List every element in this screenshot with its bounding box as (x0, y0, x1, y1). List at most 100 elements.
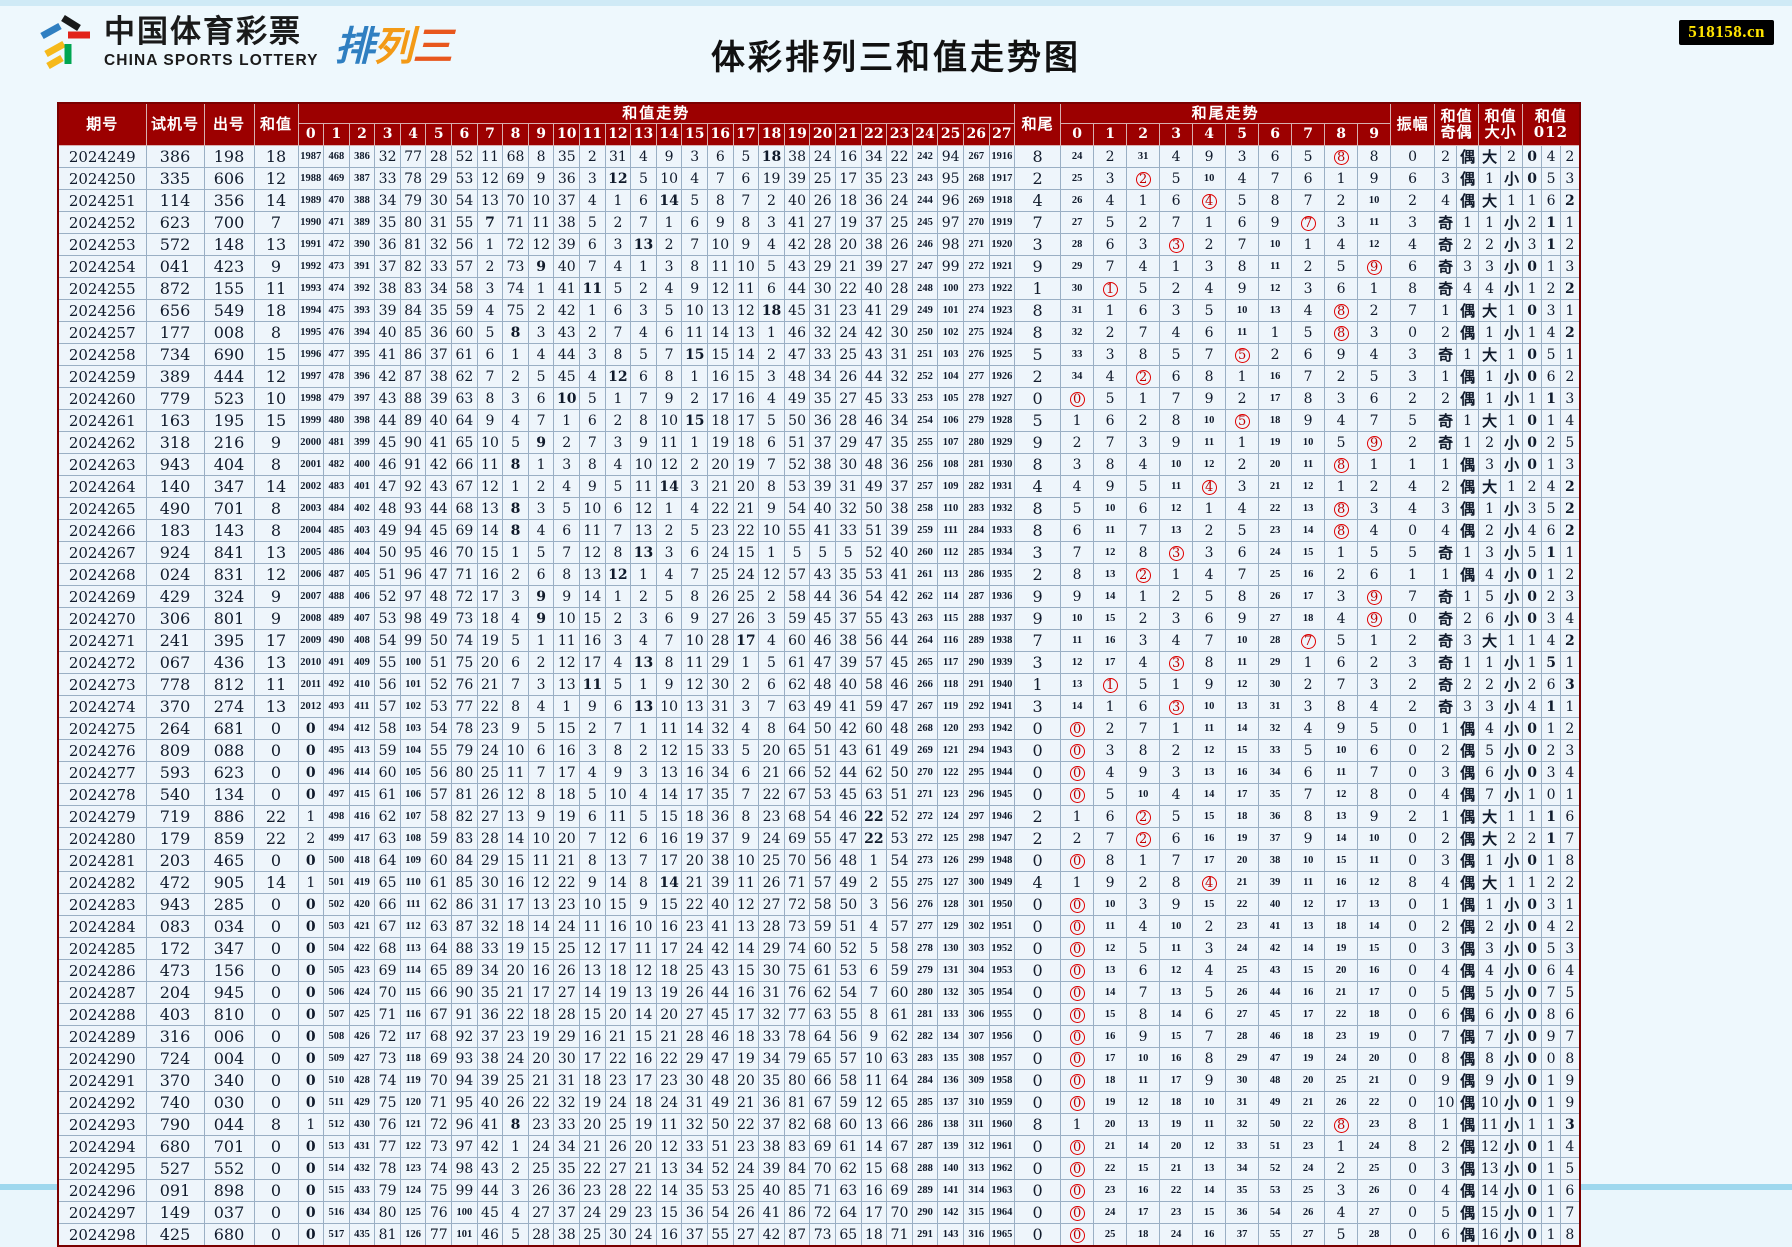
table-row[interactable]: 2024277 593 623 0 0 496 414 60 105 56 80 25 11 7 17 4 9 3… (57, 761, 1581, 784)
table-row[interactable]: 2024283 943 285 0 0 502 420 66 111 62 86 31 17 13 23 10… (57, 893, 1581, 916)
table-row[interactable]: 2024275 264 681 0 0 494 412 58 103 54 78 23 9 5 15 2 7 1 1… (57, 717, 1581, 740)
table-row[interactable]: 2024264 140 347 14 2002 483 401 47 92 43 67 12 1 2 4 9 5… (57, 475, 1581, 498)
table-row[interactable]: 2024296 091 898 0 0 515 433 79 124 75 99 44 3 26 36 23 2… (57, 1179, 1581, 1202)
table-row[interactable]: 2024257 177 008 8 1995 476 394 40 85 36 60 5 8 3 43 2 7 4… (57, 321, 1581, 344)
table-row[interactable]: 2024260 779 523 10 1998 479 397 43 88 39 63 8 3 6 10 5 1… (57, 387, 1581, 410)
table-row[interactable]: 2024280 179 859 22 2 499 417 63 108 59 83 28 14 10 20 7… (57, 827, 1581, 850)
cell-tail-trend-9: 25 (1357, 1157, 1392, 1180)
cell-sum-trend-24: 287 (911, 1135, 939, 1158)
cell-sum-trend-22: 38 (860, 233, 888, 256)
table-row[interactable]: 2024265 490 701 8 2003 484 402 48 93 44 68 13 8 3 5 10 6… (57, 497, 1581, 520)
table-row[interactable]: 2024291 370 340 0 0 510 428 74 119 70 94 39 25 21 31 18… (57, 1069, 1581, 1092)
table-row[interactable]: 2024294 680 701 0 0 513 431 77 122 73 97 42 1 24 34 21 2… (57, 1135, 1581, 1158)
table-row[interactable]: 2024271 241 395 17 2009 490 408 54 99 50 74 19 5 1 11 1… (57, 629, 1581, 652)
cell-sum-trend-21: 52 (834, 937, 862, 960)
cell-sum-trend-16: 52 (707, 1157, 734, 1180)
table-row[interactable]: 2024272 067 436 13 2010 491 409 55 100 51 75 20 6 2 12… (57, 651, 1581, 674)
table-row[interactable]: 2024263 943 404 8 2001 482 400 46 91 42 66 11 8 1 3 8 4 1… (57, 453, 1581, 476)
cell-test-number: 943 (145, 453, 205, 476)
cell-tail-trend-6: 55 (1258, 1223, 1293, 1247)
cell-tail-trend-8: 8 (1324, 519, 1359, 542)
table-row[interactable]: 2024262 318 216 9 2000 481 399 45 90 41 65 10 5 9 2 7 3 9… (57, 431, 1581, 454)
table-row[interactable]: 2024278 540 134 0 0 497 415 61 106 57 81 26 12 8 18 5 10… (57, 783, 1581, 806)
cell-draw-number: 274 (203, 695, 255, 718)
cell-zero12-1: 7 (1541, 981, 1562, 1004)
table-row[interactable]: 2024267 924 841 13 2005 486 404 50 95 46 70 15 1 5 7 12… (57, 541, 1581, 564)
table-row[interactable]: 2024251 114 356 14 1989 470 388 34 79 30 54 13 70 10 3… (57, 189, 1581, 212)
cell-sum-trend-15: 25 (681, 959, 708, 982)
cell-tail-trend-5: 9 (1225, 277, 1260, 300)
cell-tail-trend-0: 0 (1060, 937, 1095, 960)
cell-zero12-1: 3 (1541, 607, 1562, 630)
table-row[interactable]: 2024269 429 324 9 2007 488 406 52 97 48 72 17 3 9 9 14 1… (57, 585, 1581, 608)
cell-sum-value: 0 (253, 937, 299, 960)
cell-tail-trend-9: 11 (1357, 211, 1392, 234)
table-row[interactable]: 2024292 740 030 0 0 511 429 75 120 71 95 40 26 22 32 19… (57, 1091, 1581, 1114)
table-row[interactable]: 2024266 183 143 8 2004 485 403 49 94 45 69 14 8 4 6 11 7… (57, 519, 1581, 542)
cell-sum-trend-1: 481 (323, 431, 350, 454)
table-row[interactable]: 2024250 335 606 12 1988 469 387 33 78 29 53 12 69 9 36… (57, 167, 1581, 190)
table-row[interactable]: 2024276 809 088 0 0 495 413 59 104 55 79 24 10 6 16 3 8 2… (57, 739, 1581, 762)
cell-big-small-flag: 小 (1500, 563, 1524, 586)
cell-tail-trend-8: 8 (1324, 321, 1359, 344)
table-row[interactable]: 2024287 204 945 0 0 506 424 70 115 66 90 35 21 17 27 14… (57, 981, 1581, 1004)
table-row[interactable]: 2024254 041 423 9 1992 473 391 37 82 33 57 2 73 9 40 7 4… (57, 255, 1581, 278)
table-row[interactable]: 2024290 724 004 0 0 509 427 73 118 69 93 38 24 20 30 17… (57, 1047, 1581, 1070)
cell-sum-trend-18: 10 (758, 519, 785, 542)
table-row[interactable]: 2024249 386 198 18 1987 468 386 32 77 28 52 11 68 8 35… (57, 145, 1581, 168)
cell-amplitude: 4 (1390, 233, 1436, 256)
cell-issue: 2024292 (57, 1091, 147, 1114)
table-row[interactable]: 2024273 778 812 11 2011 492 410 56 101 52 76 21 7 3 13… (57, 673, 1581, 696)
table-row[interactable]: 2024274 370 274 13 2012 493 411 57 102 53 77 22 8 4 1 9… (57, 695, 1581, 718)
cell-big-small-flag: 小 (1500, 255, 1524, 278)
table-row[interactable]: 2024253 572 148 13 1991 472 390 36 81 32 56 1 72 12 39… (57, 233, 1581, 256)
table-row[interactable]: 2024286 473 156 0 0 505 423 69 114 65 89 34 20 16 26 13… (57, 959, 1581, 982)
table-row[interactable]: 2024284 083 034 0 0 503 421 67 112 63 87 32 18 14 24 11… (57, 915, 1581, 938)
cell-sum-trend-2: 389 (348, 211, 376, 234)
cell-sum-tail: 1 (1014, 673, 1062, 696)
cell-sum-trend-21: 35 (834, 563, 862, 586)
table-row[interactable]: 2024281 203 465 0 0 500 418 64 109 60 84 29 15 11 21 8 1… (57, 849, 1581, 872)
cell-sum-trend-15: 6 (681, 541, 708, 564)
cell-sum-trend-11: 13 (579, 959, 606, 982)
table-row[interactable]: 2024295 527 552 0 0 514 432 78 123 74 98 43 2 25 35 22 2… (57, 1157, 1581, 1180)
th-sum-trend-10: 10 (553, 123, 581, 146)
cell-sum-trend-8: 26 (502, 1091, 529, 1114)
cell-sum-trend-2: 396 (348, 365, 376, 388)
table-row[interactable]: 2024252 623 700 7 1990 471 389 35 80 31 55 7 71 11 38 5… (57, 211, 1581, 234)
cell-odd-even-flag: 偶 (1456, 915, 1480, 938)
cell-sum-value: 0 (253, 981, 299, 1004)
table-row[interactable]: 2024289 316 006 0 0 508 426 72 117 68 92 37 23 19 29 16… (57, 1025, 1581, 1048)
cell-big-small-count: 6 (1478, 607, 1502, 630)
table-row[interactable]: 2024282 472 905 14 1 501 419 65 110 61 85 30 16 12 22 9… (57, 871, 1581, 894)
th-issue: 期号 (57, 102, 147, 146)
table-row[interactable]: 2024256 656 549 18 1994 475 393 39 84 35 59 4 75 2 42 1… (57, 299, 1581, 322)
table-row[interactable]: 2024288 403 810 0 0 507 425 71 116 67 91 36 22 18 28 15… (57, 1003, 1581, 1026)
cell-sum-trend-5: 75 (425, 1179, 453, 1202)
table-row[interactable]: 2024258 734 690 15 1996 477 395 41 86 37 61 6 1 4 44 3 8… (57, 343, 1581, 366)
cell-amplitude: 2 (1390, 189, 1436, 212)
cell-sum-trend-27: 1959 (988, 1091, 1016, 1114)
cell-odd-even-flag: 奇 (1434, 343, 1458, 366)
table-row[interactable]: 2024298 425 680 0 0 517 435 81 126 77 101 46 5 28 38 25… (57, 1223, 1581, 1247)
cell-sum-trend-11: 7 (579, 827, 606, 850)
cell-big-small-count: 3 (1478, 453, 1502, 476)
table-row[interactable]: 2024261 163 195 15 1999 480 398 44 89 40 64 9 4 7 1 6 2 8… (57, 409, 1581, 432)
table-row[interactable]: 2024285 172 347 0 0 504 422 68 113 64 88 33 19 15 25 12… (57, 937, 1581, 960)
table-row[interactable]: 2024270 306 801 9 2008 489 407 53 98 49 73 18 4 9 10 15… (57, 607, 1581, 630)
cell-sum-trend-12: 1 (604, 387, 632, 410)
table-row[interactable]: 2024268 024 831 12 2006 487 405 51 96 47 71 16 2 6 8 13… (57, 563, 1581, 586)
cell-sum-trend-8: 5 (502, 629, 529, 652)
cell-sum-trend-3: 72 (374, 1025, 401, 1048)
cell-sum-trend-2: 431 (348, 1135, 376, 1158)
table-row[interactable]: 2024293 790 044 8 1 512 430 76 121 72 96 41 8 23 33 20 2… (57, 1113, 1581, 1136)
table-row[interactable]: 2024259 389 444 12 1997 478 396 42 87 38 62 7 2 5 45 4 1… (57, 365, 1581, 388)
cell-sum-value: 8 (253, 497, 299, 520)
cell-sum-trend-12: 4 (604, 255, 632, 278)
cell-sum-trend-11: 16 (579, 629, 606, 652)
table-row[interactable]: 2024255 872 155 11 1993 474 392 38 83 34 58 3 74 1 41 1… (57, 277, 1581, 300)
cell-sum-tail: 0 (1014, 1201, 1062, 1224)
table-row[interactable]: 2024297 149 037 0 0 516 434 80 125 76 100 45 4 27 37 24… (57, 1201, 1581, 1224)
table-row[interactable]: 2024279 719 886 22 1 498 416 62 107 58 82 27 13 9 19 6 1… (57, 805, 1581, 828)
cell-tail-trend-8: 24 (1324, 1047, 1359, 1070)
